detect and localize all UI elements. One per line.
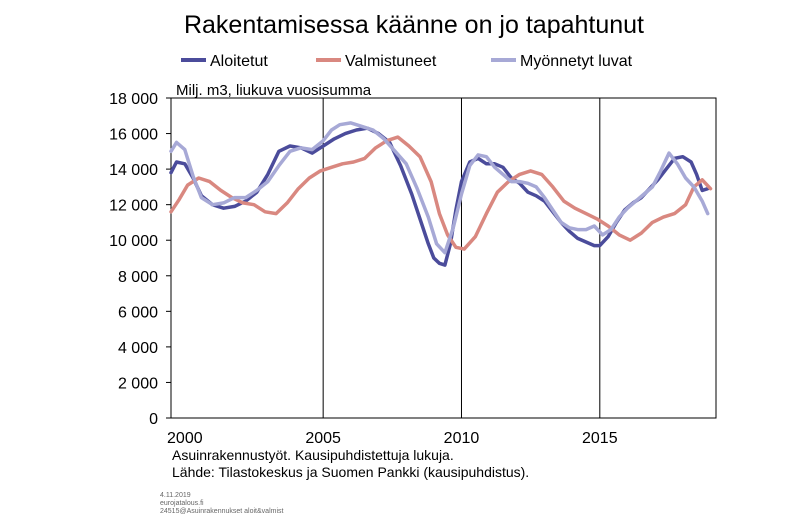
y-tick-label: 6 000: [118, 304, 158, 321]
y-tick-label: 2 000: [118, 375, 158, 392]
series-line-3: [169, 121, 710, 255]
y-axis-label: Milj. m3, liukuva vuosisumma: [176, 82, 372, 99]
y-tick-label: 16 000: [109, 127, 158, 144]
series-lines: [169, 121, 713, 267]
x-tick-label: 2015: [582, 430, 618, 447]
y-tick-label: 4 000: [118, 340, 158, 357]
y-tick-label: 8 000: [118, 269, 158, 286]
y-tick-label: 14 000: [109, 162, 158, 179]
legend-label: Valmistuneet: [345, 53, 437, 70]
y-tick-label: 18 000: [109, 91, 158, 108]
footnote-2: Lähde: Tilastokeskus ja Suomen Pankki (k…: [172, 464, 529, 480]
legend: Aloitetut Valmistuneet Myönnetyt luvat: [181, 53, 633, 70]
x-tick-label: 2005: [305, 430, 341, 447]
y-tick-label: 12 000: [109, 198, 158, 215]
x-tick-label: 2000: [167, 430, 203, 447]
footnote-1: Asuinrakennustyöt. Kausipuhdistettuja lu…: [172, 447, 454, 463]
legend-label: Myönnetyt luvat: [520, 53, 633, 70]
y-tick-label: 0: [149, 411, 158, 428]
x-axis: 2000 2005 2010 2015: [167, 430, 618, 447]
meta-site: eurojatalous.fi: [160, 500, 204, 507]
y-axis: 0 2 000 4 000 6 000 8 000 10 000 12 000 14 000 1…: [109, 91, 171, 428]
meta-code: 24515@Asuinrakennukset aloit&valmist: [160, 508, 284, 515]
series-line-2: [169, 135, 713, 251]
y-tick-label: 10 000: [109, 233, 158, 250]
plot-frame: [170, 97, 717, 419]
year-dividers: [322, 98, 601, 418]
x-tick-label: 2010: [444, 430, 480, 447]
legend-label: Aloitetut: [210, 53, 268, 70]
chart-title: Rakentamisessa käänne on jo tapahtunut: [184, 11, 644, 39]
meta-date: 4.11.2019: [160, 492, 191, 499]
